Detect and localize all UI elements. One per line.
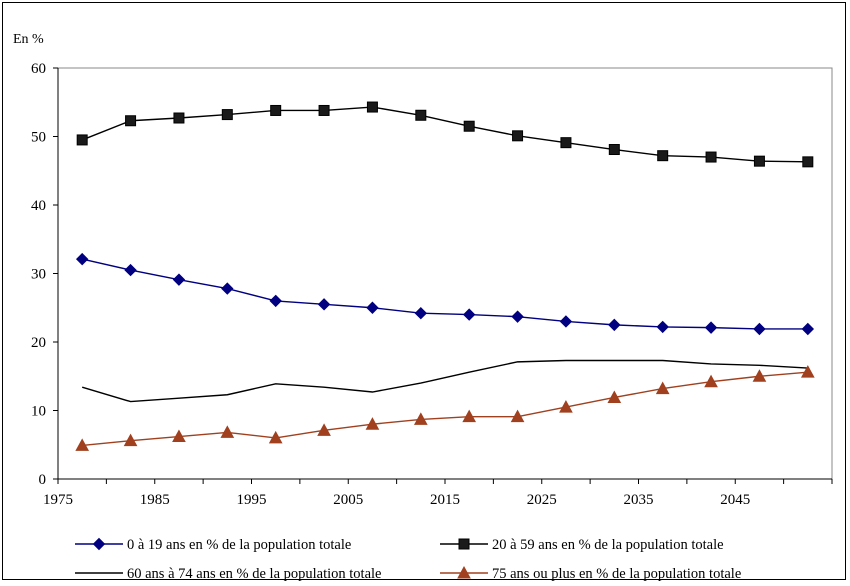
data-point bbox=[753, 322, 766, 336]
data-point bbox=[75, 252, 89, 266]
x-tick-label: 2025 bbox=[527, 492, 557, 508]
line-chart: En % 0 10 20 30 40 50 60 1975 1985 1995 2005 2015 2… bbox=[13, 32, 833, 582]
data-point bbox=[800, 365, 815, 378]
data-point bbox=[655, 381, 670, 395]
data-point bbox=[752, 369, 767, 382]
data-point bbox=[415, 109, 427, 121]
data-point bbox=[220, 425, 235, 438]
data-point bbox=[704, 321, 718, 334]
series-1 bbox=[75, 252, 815, 336]
data-point bbox=[221, 282, 234, 295]
series-2 bbox=[76, 101, 814, 168]
series-4 bbox=[75, 365, 815, 451]
data-point bbox=[608, 318, 621, 332]
plot-area bbox=[57, 67, 833, 480]
y-tick-label: 50 bbox=[31, 130, 46, 146]
data-point bbox=[318, 104, 330, 116]
y-tick-label: 20 bbox=[31, 335, 46, 351]
legend-label: 75 ans ou plus en % de la population tot… bbox=[492, 566, 741, 581]
data-point bbox=[366, 101, 378, 113]
legend: 0 à 19 ans en % de la population totale 2… bbox=[75, 537, 741, 582]
y-unit-label: En % bbox=[13, 32, 44, 47]
data-point bbox=[657, 150, 669, 162]
data-point bbox=[462, 308, 476, 321]
x-tick-label: 1985 bbox=[140, 492, 170, 508]
legend-item-4: 75 ans ou plus en % de la population tot… bbox=[440, 565, 741, 582]
data-point bbox=[511, 310, 524, 323]
data-point bbox=[172, 429, 186, 443]
series-line bbox=[82, 258, 808, 330]
data-point bbox=[559, 400, 573, 413]
data-point bbox=[124, 263, 137, 277]
data-point bbox=[366, 301, 379, 314]
x-tick-label: 2035 bbox=[624, 492, 654, 508]
data-point bbox=[656, 320, 669, 334]
data-point bbox=[559, 315, 573, 328]
x-tick-label: 2015 bbox=[430, 492, 460, 508]
data-point bbox=[76, 134, 88, 146]
data-point bbox=[123, 433, 138, 447]
series-line bbox=[81, 106, 808, 163]
data-point bbox=[704, 374, 718, 388]
y-axis: 0 10 20 30 40 50 60 bbox=[31, 61, 59, 488]
y-tick-label: 40 bbox=[31, 198, 46, 214]
y-tick-label: 10 bbox=[31, 404, 46, 420]
x-axis: 1975 1985 1995 2005 2015 2025 2035 2045 bbox=[43, 478, 833, 508]
data-point bbox=[608, 144, 620, 156]
data-point bbox=[317, 298, 331, 311]
series-layer bbox=[75, 101, 815, 451]
legend-swatch-marker bbox=[457, 565, 471, 579]
y-tick-label: 60 bbox=[31, 61, 46, 77]
legend-label: 60 ans à 74 ans en % de la population to… bbox=[127, 566, 382, 581]
x-tick-label: 1975 bbox=[43, 492, 73, 508]
data-point bbox=[801, 322, 815, 336]
data-point bbox=[269, 294, 282, 308]
series-line bbox=[82, 371, 808, 447]
data-point bbox=[172, 273, 186, 286]
data-point bbox=[270, 104, 282, 116]
legend-item-1: 0 à 19 ans en % de la population totale bbox=[75, 537, 351, 553]
data-point bbox=[75, 438, 90, 451]
legend-label: 20 à 59 ans en % de la population totale bbox=[492, 537, 724, 553]
data-point bbox=[462, 409, 477, 423]
data-point bbox=[463, 120, 475, 132]
data-point bbox=[413, 412, 428, 425]
data-point bbox=[753, 155, 765, 167]
data-point bbox=[268, 430, 283, 444]
legend-item-3: 60 ans à 74 ans en % de la population to… bbox=[75, 566, 382, 582]
data-point bbox=[802, 156, 814, 168]
y-tick-label: 30 bbox=[31, 267, 46, 283]
series-line bbox=[81, 359, 808, 403]
legend-label: 0 à 19 ans en % de la population totale bbox=[127, 537, 351, 553]
data-point bbox=[365, 417, 380, 430]
data-point bbox=[221, 109, 233, 121]
data-point bbox=[560, 137, 572, 149]
data-point bbox=[414, 307, 428, 320]
legend-swatch-marker bbox=[92, 537, 106, 551]
y-tick-label: 0 bbox=[39, 472, 47, 488]
data-point bbox=[510, 409, 525, 423]
x-tick-label: 1995 bbox=[237, 492, 267, 508]
x-tick-label: 2005 bbox=[333, 492, 363, 508]
data-point bbox=[512, 130, 524, 142]
data-point bbox=[607, 390, 622, 403]
data-point bbox=[173, 112, 185, 124]
x-tick-label: 2045 bbox=[720, 492, 750, 508]
series-3 bbox=[81, 359, 808, 403]
legend-item-2: 20 à 59 ans en % de la population totale bbox=[440, 537, 724, 553]
data-point bbox=[125, 115, 137, 127]
data-point bbox=[317, 423, 331, 436]
data-point bbox=[705, 151, 717, 163]
legend-swatch-marker bbox=[458, 538, 470, 550]
